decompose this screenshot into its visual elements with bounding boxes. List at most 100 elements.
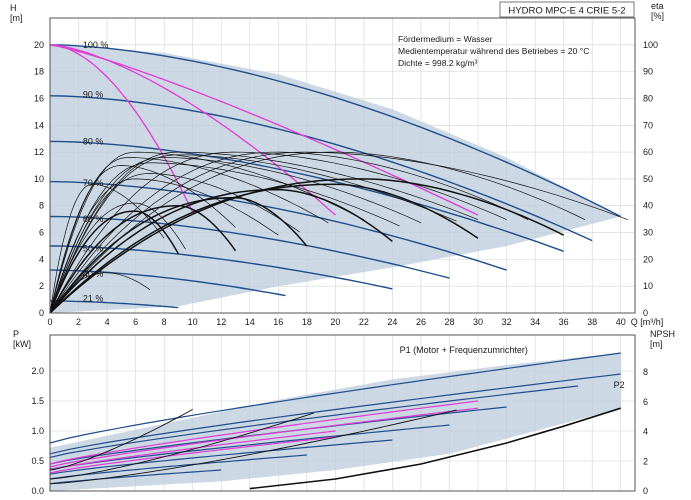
x-tick-label: 6 (133, 317, 138, 327)
head-y-tick-label: 2 (39, 281, 44, 291)
eta-y-tick-label: 10 (643, 281, 653, 291)
info-line-temperature: Medientemperatur während des Betriebes =… (398, 46, 589, 56)
x-tick-label: 12 (216, 317, 226, 327)
x-axis-label: Q [m³/h] (631, 317, 664, 327)
x-tick-label: 34 (530, 317, 540, 327)
power-curve-label: P2 (614, 380, 625, 390)
power-curve (49, 385, 578, 458)
eta-curve (49, 151, 629, 314)
power-steep-curve (49, 412, 315, 480)
speed-label: 80 % (83, 136, 104, 146)
npsh-y-tick-label: 4 (643, 427, 648, 437)
eta-y-tick-label: 40 (643, 201, 653, 211)
power-y-tick-label: 0.5 (31, 456, 44, 466)
eta-y-tick-label: 100 (643, 40, 658, 50)
eta-y-tick-label: 60 (643, 147, 653, 157)
head-magenta-curve (49, 44, 194, 213)
head-y-tick-label: 10 (34, 174, 44, 184)
power-magenta-curve (49, 436, 336, 474)
eta-y-tick-label: 20 (643, 254, 653, 264)
x-tick-label: 40 (616, 317, 626, 327)
eta-y-tick-label: 70 (643, 120, 653, 130)
npsh-y-tick-label: 2 (643, 456, 648, 466)
x-tick-label: 32 (502, 317, 512, 327)
eta-curve (49, 183, 165, 314)
x-tick-label: 16 (273, 317, 283, 327)
speed-label: 70 % (83, 178, 104, 188)
power-steep-curve (49, 409, 193, 471)
eta-curve-bold (49, 178, 565, 314)
eta-curve (49, 151, 365, 314)
eta-curve (49, 151, 479, 314)
x-tick-label: 20 (330, 317, 340, 327)
power-curve (49, 454, 307, 480)
head-y-tick-label: 4 (39, 254, 44, 264)
head-curve-60 (49, 215, 450, 279)
speed-label: 60 % (83, 214, 104, 224)
head-plot-frame (49, 17, 636, 314)
power-steep-curve (49, 409, 457, 485)
head-y-tick-label: 12 (34, 147, 44, 157)
eta-curve-bold (49, 188, 393, 314)
speed-label: 100 % (83, 40, 109, 50)
x-tick-label: 24 (387, 317, 397, 327)
power-curve (49, 424, 450, 470)
power-y-tick-label: 1.0 (31, 426, 44, 436)
power-curve (49, 373, 621, 455)
npsh-y-tick-label: 8 (643, 367, 648, 377)
power-envelope-area (50, 353, 621, 491)
head-magenta-curve (49, 44, 336, 216)
eta-curve (49, 151, 507, 314)
speed-label: 40 % (83, 269, 104, 279)
power-magenta-curve (49, 407, 479, 468)
eta-y-tick-label: 90 (643, 67, 653, 77)
head-curve-70 (49, 180, 507, 271)
power-magenta-curve (49, 430, 336, 471)
head-y-tick-label: 14 (34, 120, 44, 130)
npsh-y-tick-label: 6 (643, 397, 648, 407)
x-tick-label: 36 (559, 317, 569, 327)
power-plot-frame (49, 334, 636, 492)
eta-curve-bold (49, 210, 180, 314)
head-axis-title: H [m] (10, 3, 23, 23)
x-tick-label: 28 (445, 317, 455, 327)
power-curve (49, 439, 393, 475)
axes (49, 17, 636, 492)
x-tick-label: 18 (302, 317, 312, 327)
info-line-medium: Fördermedium = Wasser (398, 34, 493, 44)
npsh-curve (249, 407, 621, 490)
eta-y-tick-label: 0 (643, 308, 648, 318)
power-curve (49, 469, 222, 485)
title-box (499, 1, 635, 18)
curves (49, 44, 629, 490)
eta-curve (49, 157, 329, 314)
x-tick-label: 22 (359, 317, 369, 327)
head-y-tick-label: 18 (34, 67, 44, 77)
eta-curve (49, 202, 186, 314)
speed-label: 21 % (83, 293, 104, 303)
head-curve-90 (49, 95, 593, 242)
eta-curve (49, 173, 300, 314)
x-tick-label: 4 (105, 317, 110, 327)
x-tick-label: 38 (587, 317, 597, 327)
x-tick-label: 8 (162, 317, 167, 327)
eta-y-tick-label: 50 (643, 174, 653, 184)
speed-label: 50 % (83, 244, 104, 254)
x-tick-label: 2 (76, 317, 81, 327)
npsh-axis-title: NPSH [m] (650, 329, 675, 349)
head-curve-80 (49, 140, 564, 252)
head-y-tick-label: 6 (39, 228, 44, 238)
head-y-tick-label: 16 (34, 93, 44, 103)
head-curve-100 (49, 44, 622, 218)
speed-label: 90 % (83, 89, 104, 99)
power-y-tick-label: 0.0 (31, 486, 44, 496)
info-line-density: Dichte = 998.2 kg/m³ (398, 58, 478, 68)
labels: 0 2 4 6 8 10 12 14 16 18 20 22 24 26 28 30 32 34 36 38 40 Q [… (10, 1, 675, 496)
head-y-tick-label: 8 (39, 201, 44, 211)
head-curve-21 (50, 300, 179, 309)
power-curve (49, 352, 621, 444)
power-axis-title: P [kW] (13, 329, 31, 349)
eta-y-tick-label: 80 (643, 93, 653, 103)
eta-y-tick-label: 30 (643, 228, 653, 238)
